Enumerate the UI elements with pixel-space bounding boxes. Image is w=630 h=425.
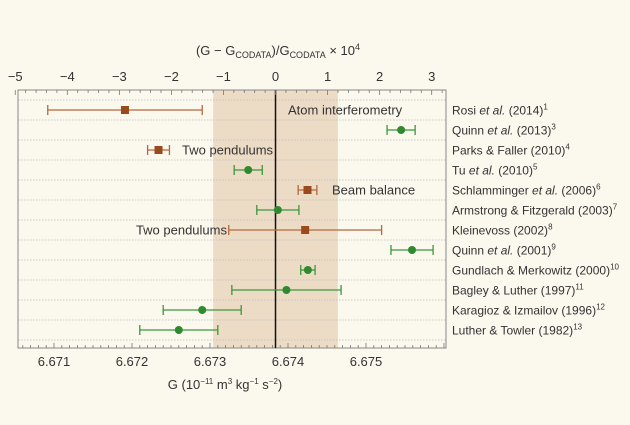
top-tick-label: −4 — [60, 69, 75, 84]
label-name: Gundlach & Merkowitz (2000) — [452, 264, 610, 278]
bottom-tick-label: 6.675 — [350, 354, 383, 369]
label-name: Bagley & Luther (1997) — [452, 284, 575, 298]
label-name: Luther & Towler (1982) — [452, 324, 573, 338]
label-name: Schlamminger — [452, 184, 532, 198]
label-etal: et al. — [487, 244, 513, 258]
data-point-6 — [256, 205, 300, 215]
circle-marker — [303, 266, 312, 274]
data-point-10 — [231, 285, 342, 295]
data-point-9 — [300, 265, 316, 275]
top-axis-title: (G − GCODATA)/GCODATA × 104 — [196, 42, 360, 60]
experiment-label: Luther & Towler (1982)13 — [452, 323, 583, 338]
experiment-label: Tu et al. (2010)5 — [452, 163, 538, 178]
square-marker — [154, 146, 163, 154]
label-reference: 3 — [551, 123, 556, 132]
data-point-12 — [139, 325, 219, 335]
bottom-tick-label: 6.673 — [194, 354, 227, 369]
experiment-label: Quinn et al. (2001)9 — [452, 243, 556, 258]
label-reference: 12 — [596, 303, 605, 312]
label-name: Rosi — [452, 104, 479, 118]
square-marker — [301, 226, 310, 234]
bottom-tick-label: 6.671 — [38, 354, 71, 369]
label-etal: et al. — [532, 184, 558, 198]
experiment-label: Quinn et al. (2013)3 — [452, 123, 556, 138]
circle-marker — [273, 206, 282, 214]
top-tick-label: −3 — [112, 69, 127, 84]
label-year: (2013) — [513, 124, 551, 138]
data-point-8 — [390, 245, 434, 255]
label-name: Quinn — [452, 124, 487, 138]
circle-marker — [244, 166, 253, 174]
label-name: Armstrong & Fitzgerald (2003) — [452, 204, 613, 218]
label-reference: 4 — [565, 143, 570, 152]
data-point-2 — [386, 125, 416, 135]
top-tick-label: −2 — [164, 69, 179, 84]
square-marker — [303, 186, 312, 194]
method-annotation: Two pendulums — [182, 143, 274, 158]
circle-marker — [282, 286, 291, 294]
method-annotation: Atom interferometry — [288, 103, 403, 118]
experiment-label: Armstrong & Fitzgerald (2003)7 — [452, 203, 618, 218]
bottom-tick-label: 6.674 — [272, 354, 305, 369]
experiment-label: Bagley & Luther (1997)11 — [452, 283, 584, 298]
label-year: (2010) — [495, 164, 533, 178]
label-name: Quinn — [452, 244, 487, 258]
experiment-label: Schlamminger et al. (2006)6 — [452, 183, 601, 198]
data-point-1 — [47, 105, 203, 115]
method-annotation: Beam balance — [332, 183, 415, 198]
circle-marker — [174, 326, 183, 334]
experiment-label: Kleinevoss (2002)8 — [452, 223, 553, 238]
label-reference: 6 — [596, 183, 601, 192]
top-tick-label: 3 — [428, 69, 435, 84]
data-point-7 — [228, 225, 383, 235]
plot-frame — [17, 89, 447, 349]
label-reference: 8 — [548, 223, 553, 232]
top-tick-label: −1 — [216, 69, 231, 84]
circle-marker — [198, 306, 207, 314]
label-reference: 7 — [613, 203, 618, 212]
label-reference: 9 — [551, 243, 556, 252]
label-reference: 10 — [610, 263, 619, 272]
label-year: (2014) — [505, 104, 543, 118]
bottom-tick-label: 6.672 — [116, 354, 149, 369]
data-point-4 — [233, 165, 263, 175]
label-name: Parks & Faller (2010) — [452, 144, 565, 158]
data-point-11 — [162, 305, 242, 315]
data-point-3 — [146, 145, 171, 155]
square-marker — [120, 106, 129, 114]
label-reference: 5 — [533, 163, 538, 172]
label-name: Tu — [452, 164, 469, 178]
top-tick-label: −5 — [8, 69, 23, 84]
label-reference: 11 — [575, 283, 584, 292]
label-name: Kleinevoss (2002) — [452, 224, 548, 238]
experiment-label: Parks & Faller (2010)4 — [452, 143, 570, 158]
top-tick-label: 1 — [324, 69, 331, 84]
method-annotation: Two pendulums — [136, 223, 228, 238]
circle-marker — [397, 126, 406, 134]
label-etal: et al. — [479, 104, 505, 118]
data-point-5 — [297, 185, 318, 195]
experiment-label: Rosi et al. (2014)1 — [452, 103, 548, 118]
label-etal: et al. — [469, 164, 495, 178]
experiment-label: Karagioz & Izmailov (1996)12 — [452, 303, 606, 318]
label-name: Karagioz & Izmailov (1996) — [452, 304, 596, 318]
label-reference: 1 — [543, 103, 548, 112]
label-year: (2006) — [558, 184, 596, 198]
label-reference: 13 — [573, 323, 582, 332]
label-etal: et al. — [487, 124, 513, 138]
top-tick-label: 2 — [376, 69, 383, 84]
experiment-label: Gundlach & Merkowitz (2000)10 — [452, 263, 620, 278]
label-year: (2001) — [513, 244, 551, 258]
circle-marker — [408, 246, 417, 254]
bottom-axis-title: G (10−11 m3 kg−1 s−2) — [168, 377, 282, 392]
top-tick-label: 0 — [272, 69, 279, 84]
